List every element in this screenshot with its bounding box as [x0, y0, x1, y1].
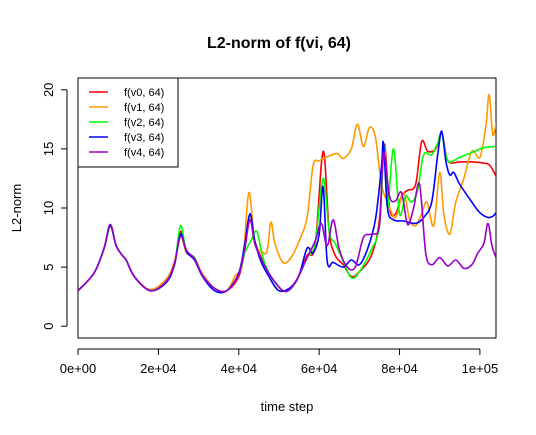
y-tick-label: 5	[41, 263, 56, 270]
y-tick-label: 15	[41, 142, 56, 156]
y-tick-label: 20	[41, 83, 56, 97]
y-tick-label: 10	[41, 201, 56, 215]
legend: f(v0, 64) f(v1, 64) f(v2, 64) f(v3, 64) f(v4…	[77, 77, 179, 168]
series-line-v4	[78, 151, 496, 293]
y-axis-label: L2-norm	[9, 184, 24, 232]
y-axis: 0 5 10 15 20	[41, 83, 68, 330]
x-tick-label: 4e+04	[221, 361, 258, 376]
x-tick-label: 2e+04	[140, 361, 177, 376]
plot-frame	[77, 77, 497, 339]
series-layer	[78, 93, 496, 294]
legend-label: f(v2, 64)	[124, 117, 164, 129]
x-tick-label: 1e+05	[462, 361, 499, 376]
legend-label: f(v3, 64)	[124, 132, 164, 144]
x-axis-label: time step	[261, 399, 314, 414]
legend-label: f(v1, 64)	[124, 102, 164, 114]
chart-title: L2-norm of f(vi, 64)	[207, 35, 351, 52]
x-tick-label: 0e+00	[60, 361, 97, 376]
x-axis: 0e+00 2e+04 4e+04 6e+04 8e+04 1e+05	[60, 348, 499, 376]
x-tick-label: 8e+04	[381, 361, 418, 376]
legend-label: f(v0, 64)	[124, 87, 164, 99]
x-tick-label: 6e+04	[301, 361, 338, 376]
y-tick-label: 0	[41, 323, 56, 330]
legend-label: f(v4, 64)	[124, 147, 164, 159]
